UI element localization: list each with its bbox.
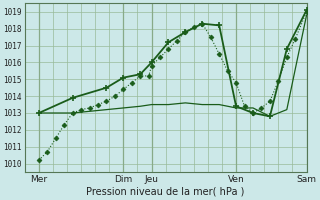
X-axis label: Pression niveau de la mer( hPa ): Pression niveau de la mer( hPa ) [86,187,245,197]
